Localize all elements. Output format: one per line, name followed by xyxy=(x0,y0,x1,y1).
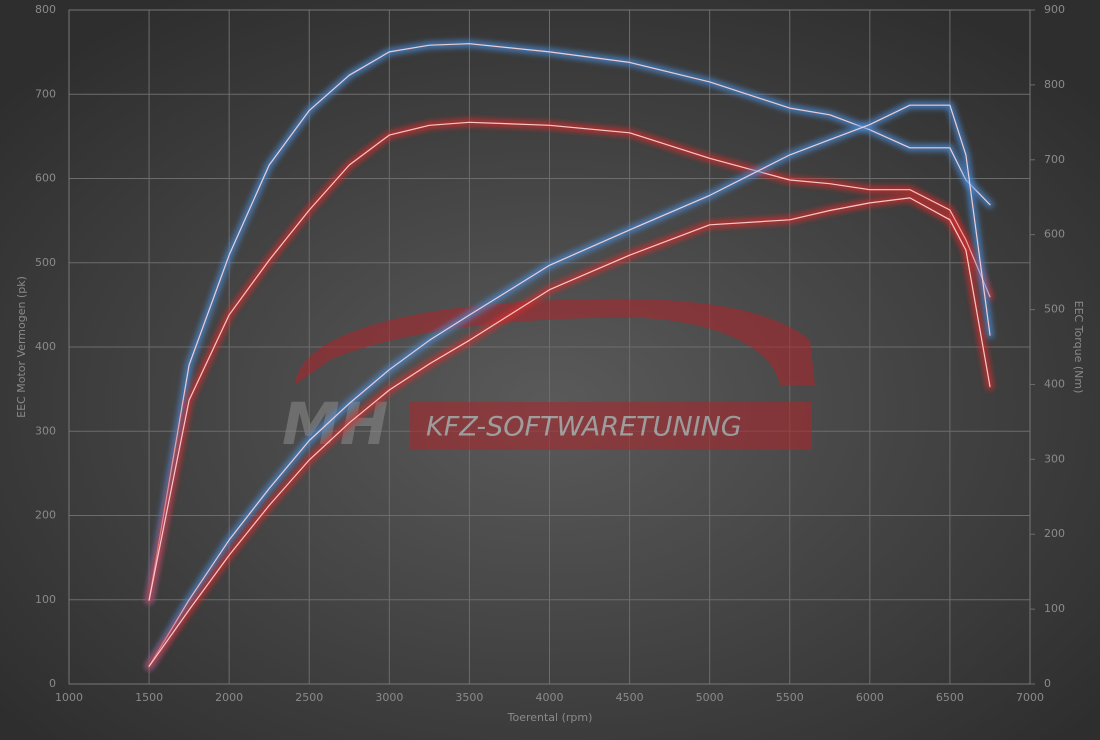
y2-tick-label: 500 xyxy=(1044,303,1065,316)
y2-tick-label: 600 xyxy=(1044,228,1065,241)
y-tick-label: 200 xyxy=(35,509,56,522)
plot-frame xyxy=(68,9,1031,685)
logo: MH KFZ-SOFTWARETUNING xyxy=(282,298,815,458)
x-tick-label: 2000 xyxy=(215,691,243,704)
series-line xyxy=(148,104,991,667)
y-tick-label: 300 xyxy=(35,424,56,437)
y-tick-label: 700 xyxy=(35,87,56,100)
series-line xyxy=(148,197,991,667)
x-tick-label: 6500 xyxy=(936,691,964,704)
x-tick-label: 5500 xyxy=(776,691,804,704)
y2-tick-label: 100 xyxy=(1044,602,1065,615)
y2-tick-label: 800 xyxy=(1044,78,1065,91)
y2-tick-label: 0 xyxy=(1044,677,1051,690)
x-tick-label: 4500 xyxy=(616,691,644,704)
y2-tick-label: 700 xyxy=(1044,153,1065,166)
x-tick-label: 1000 xyxy=(55,691,83,704)
y2-axis-label: EEC Torque (Nm) xyxy=(1072,301,1085,394)
x-tick-label: 1500 xyxy=(135,691,163,704)
logo-swoosh xyxy=(295,298,815,385)
x-tick-label: 6000 xyxy=(856,691,884,704)
y2-tick-label: 400 xyxy=(1044,377,1065,390)
x-tick-label: 3000 xyxy=(375,691,403,704)
x-tick-label: 4000 xyxy=(536,691,564,704)
y-axis-label: EEC Motor Vermogen (pk) xyxy=(15,276,28,418)
y-tick-label: 800 xyxy=(35,3,56,16)
y-tick-label: 500 xyxy=(35,256,56,269)
y-tick-label: 600 xyxy=(35,172,56,185)
x-axis-label: Toerental (rpm) xyxy=(507,711,593,724)
y-tick-label: 100 xyxy=(35,593,56,606)
y2-tick-label: 200 xyxy=(1044,527,1065,540)
y2-tick-label: 900 xyxy=(1044,3,1065,16)
x-tick-label: 7000 xyxy=(1016,691,1044,704)
x-tick-label: 5000 xyxy=(696,691,724,704)
series-line xyxy=(148,43,991,601)
x-tick-label: 3500 xyxy=(455,691,483,704)
y2-tick-label: 300 xyxy=(1044,452,1065,465)
series-line xyxy=(148,121,991,601)
x-tick-label: 2500 xyxy=(295,691,323,704)
y-tick-label: 400 xyxy=(35,340,56,353)
logo-text: KFZ-SOFTWARETUNING xyxy=(426,412,742,443)
y-tick-label: 0 xyxy=(49,677,56,690)
logo-band xyxy=(410,402,812,450)
